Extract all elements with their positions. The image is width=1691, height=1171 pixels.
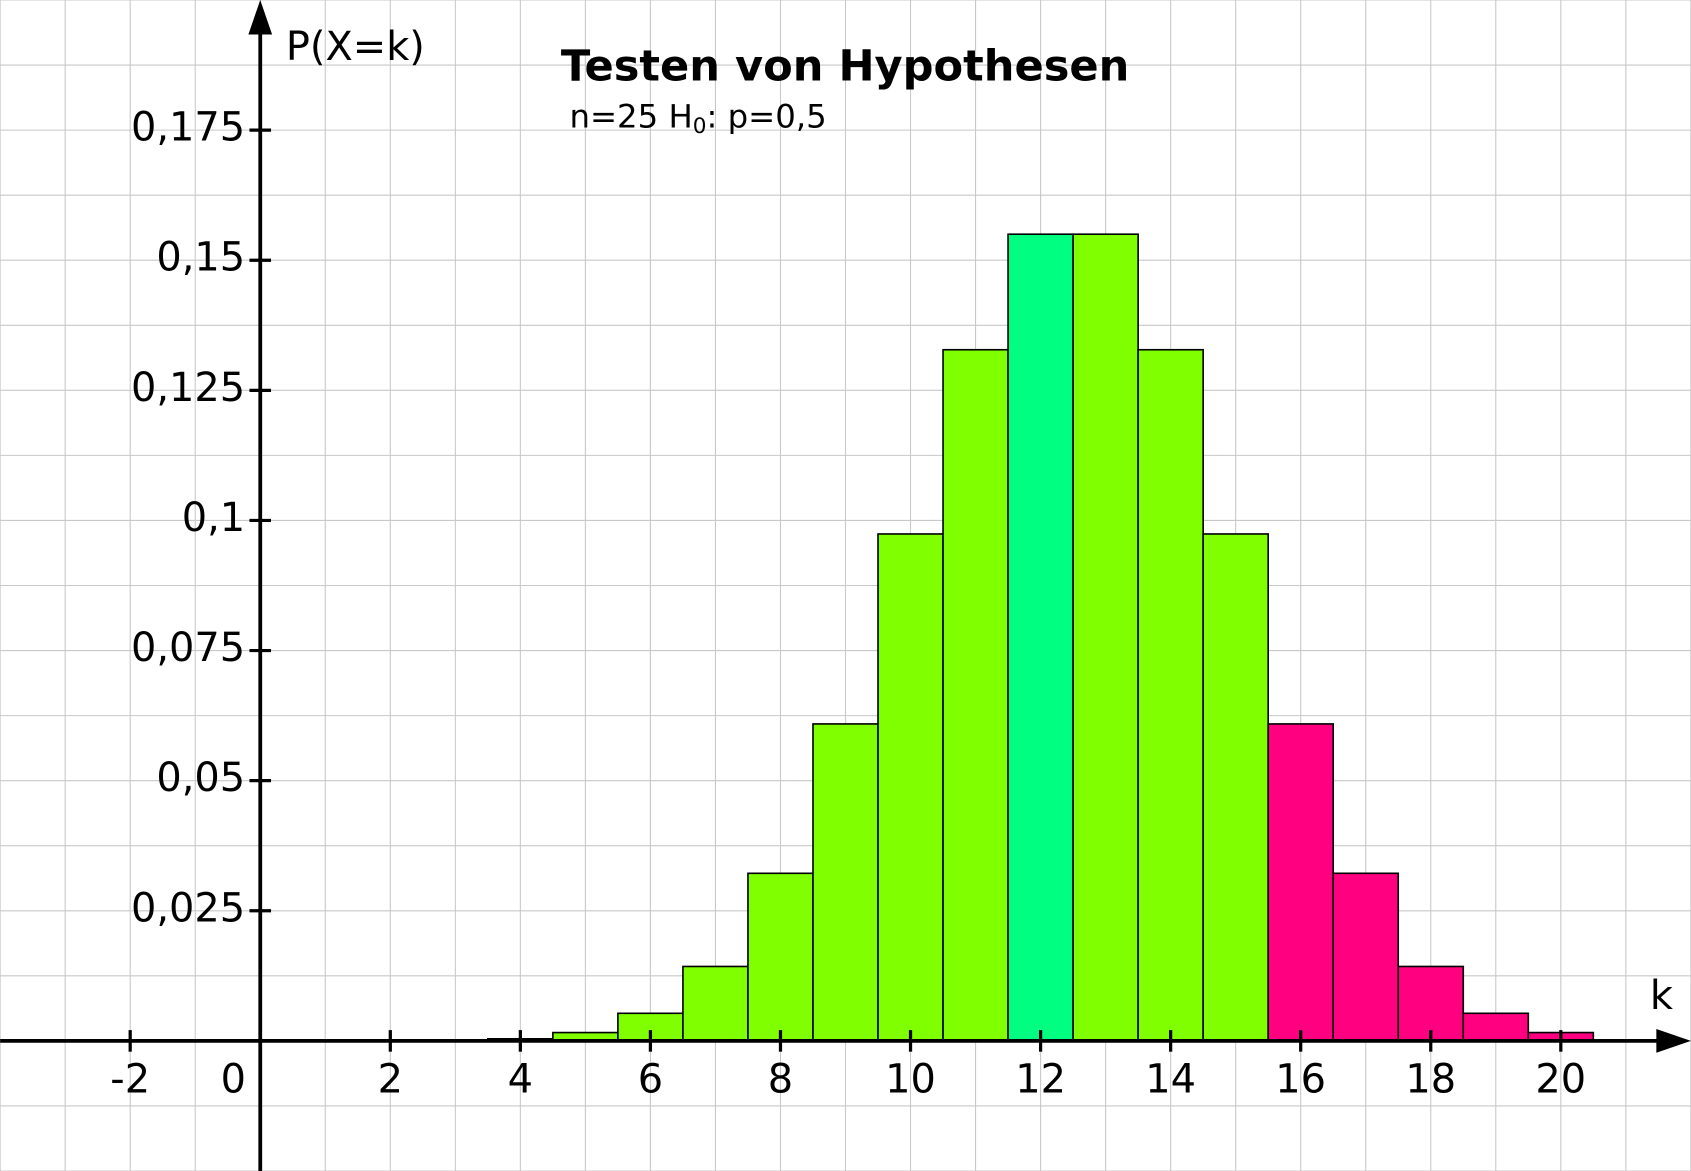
bar	[1137, 348, 1204, 1042]
y-tick-label: 0,125	[131, 365, 245, 411]
x-tick-label: 6	[638, 1056, 663, 1102]
y-tick-label: 0,025	[131, 885, 245, 931]
bar	[1397, 965, 1465, 1042]
bar	[1332, 872, 1400, 1042]
x-tick-label: -2	[110, 1056, 150, 1102]
y-tick-label: 0,05	[156, 755, 245, 801]
x-tick-label: 18	[1405, 1056, 1456, 1102]
subtitle-sub: 0	[693, 114, 707, 139]
x-tick-label: 8	[768, 1056, 793, 1102]
subtitle: n=25 H0: p=0,5	[569, 98, 826, 140]
x-axis-arrow	[1656, 1029, 1691, 1053]
x-axis-label: k	[1650, 973, 1673, 1019]
bar	[812, 723, 879, 1042]
x-tick-label: 10	[885, 1056, 936, 1102]
subtitle-part: n=25 H	[569, 98, 692, 136]
bar	[1072, 233, 1139, 1042]
x-tick-label: 2	[378, 1056, 403, 1102]
subtitle-part: : p=0,5	[706, 98, 826, 136]
x-tick-label: 14	[1145, 1056, 1196, 1102]
x-tick-label: 12	[1015, 1056, 1066, 1102]
x-tick-label: 16	[1275, 1056, 1326, 1102]
y-tick-label: 0,1	[182, 495, 245, 541]
x-tick-label: 0	[221, 1056, 246, 1102]
chart-title: Testen von Hypothesen	[561, 42, 1130, 92]
y-tick-label: 0,15	[156, 235, 245, 281]
x-tick-label: 4	[508, 1056, 533, 1102]
y-tick-label: 0,175	[131, 105, 245, 151]
bar	[747, 872, 814, 1042]
bar	[1007, 233, 1074, 1042]
x-tick-label: 20	[1535, 1056, 1586, 1102]
bar	[1267, 723, 1335, 1042]
y-axis-label: P(X=k)	[286, 24, 425, 70]
bars	[487, 233, 1595, 1042]
bar	[682, 965, 749, 1042]
y-axis-arrow	[248, 0, 273, 35]
bar	[1462, 1012, 1530, 1042]
bar	[942, 348, 1009, 1042]
bar	[1202, 533, 1269, 1042]
bar	[877, 533, 944, 1042]
y-tick-label: 0,075	[131, 625, 245, 671]
